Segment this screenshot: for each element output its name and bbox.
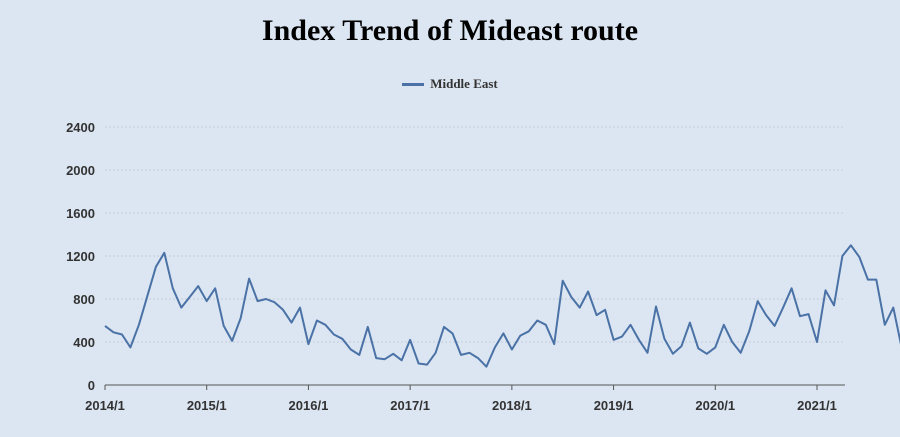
y-tick-label-1200: 1200 [66,249,95,264]
x-tick-label-2021-1: 2021/1 [797,398,837,413]
x-tick-label-2018-1: 2018/1 [492,398,532,413]
chart-title: Index Trend of Mideast route [261,14,639,47]
y-tick-label-2400: 2400 [66,120,95,135]
chart-legend: Middle East [0,76,900,92]
x-tick-label-2020-1: 2020/1 [695,398,735,413]
series-line-middle-east [104,244,900,368]
y-tick-label-0: 0 [88,378,95,393]
legend-label-middle-east: Middle East [430,76,498,91]
x-tick-label-2017-1: 2017/1 [390,398,430,413]
y-tick-label-2000: 2000 [66,163,95,178]
y-tick-label-1600: 1600 [66,206,95,221]
x-tick-label-2015-1: 2015/1 [187,398,227,413]
y-tick-label-800: 800 [73,292,95,307]
x-tick-label-2019-1: 2019/1 [594,398,634,413]
y-tick-label-400: 400 [73,335,95,350]
legend-swatch-middle-east [402,82,425,86]
x-tick-label-2014-1: 2014/1 [85,398,125,413]
x-tick-label-2016-1: 2016/1 [289,398,329,413]
